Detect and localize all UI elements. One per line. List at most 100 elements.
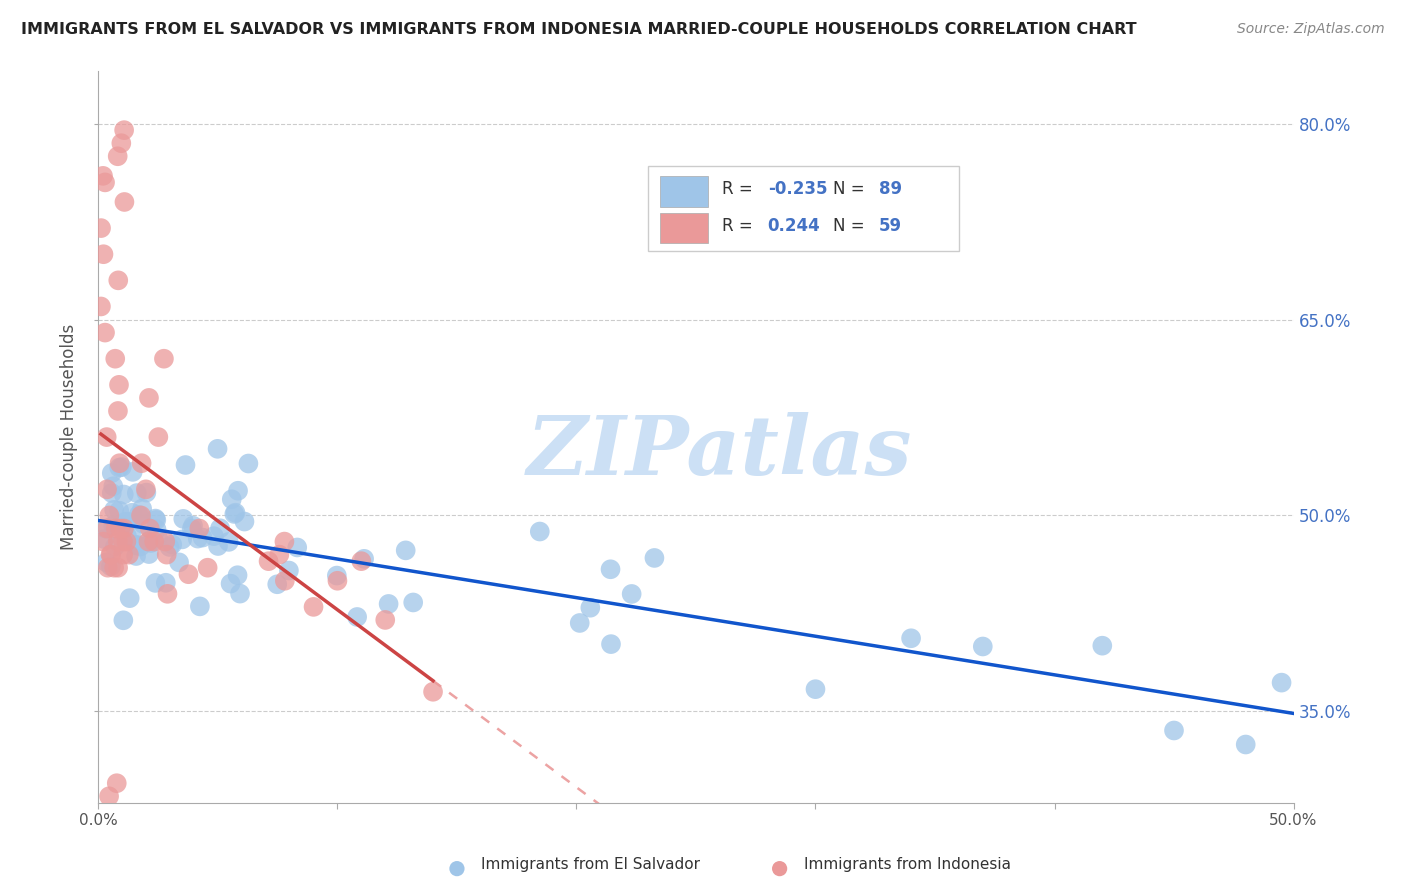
Point: [129, 540, 152, 554]
Point: [153, 351, 176, 366]
Text: 0.244: 0.244: [768, 217, 821, 235]
Point: [600, 637, 623, 651]
Point: [422, 685, 444, 699]
Point: [353, 551, 375, 566]
Point: [224, 507, 246, 521]
Point: [125, 538, 148, 552]
Point: [90, 300, 112, 314]
Point: [112, 548, 135, 562]
Point: [346, 610, 368, 624]
Point: [188, 599, 211, 614]
Point: [374, 613, 396, 627]
Point: [98, 508, 121, 523]
Point: [900, 632, 922, 646]
Point: [107, 149, 129, 163]
Point: [91, 169, 114, 183]
Point: [94, 175, 117, 189]
Point: [229, 586, 252, 600]
Point: [129, 508, 152, 523]
Point: [121, 526, 143, 541]
Point: [118, 591, 141, 606]
Point: [233, 515, 256, 529]
Point: [326, 568, 349, 582]
Point: [274, 574, 297, 588]
Point: [266, 577, 288, 591]
Text: Immigrants from El Salvador: Immigrants from El Salvador: [481, 857, 700, 872]
Point: [273, 534, 295, 549]
Point: [103, 518, 125, 533]
Point: [110, 136, 132, 151]
Text: R =: R =: [723, 217, 763, 235]
Text: 89: 89: [879, 180, 901, 198]
Point: [395, 543, 418, 558]
Point: [104, 540, 127, 554]
Point: [105, 776, 128, 790]
Point: [377, 597, 399, 611]
Point: [100, 548, 122, 562]
Point: [115, 529, 138, 543]
Point: [269, 548, 291, 562]
Text: IMMIGRANTS FROM EL SALVADOR VS IMMIGRANTS FROM INDONESIA MARRIED-COUPLE HOUSEHOL: IMMIGRANTS FROM EL SALVADOR VS IMMIGRANT…: [21, 22, 1136, 37]
Point: [93, 247, 115, 261]
Point: [156, 548, 179, 562]
Point: [94, 522, 117, 536]
Point: [159, 540, 181, 554]
Point: [148, 430, 170, 444]
Point: [188, 521, 211, 535]
Point: [226, 483, 249, 498]
Point: [104, 351, 127, 366]
Point: [90, 221, 112, 235]
Point: [135, 483, 157, 497]
FancyBboxPatch shape: [648, 167, 959, 251]
Point: [139, 536, 162, 550]
Point: [112, 123, 135, 137]
Point: [125, 486, 148, 500]
Point: [143, 534, 166, 549]
Point: [114, 515, 136, 529]
Point: [238, 457, 260, 471]
Point: [207, 442, 229, 456]
Point: [100, 486, 122, 500]
Point: [103, 479, 125, 493]
Point: [620, 587, 643, 601]
Point: [121, 465, 143, 479]
Point: [1091, 639, 1114, 653]
Point: [172, 533, 194, 547]
Point: [180, 522, 202, 536]
Point: [97, 560, 120, 574]
Point: [100, 559, 122, 574]
Point: [100, 548, 122, 562]
Point: [224, 506, 246, 520]
Point: [111, 534, 134, 549]
Point: [93, 532, 115, 546]
Point: [221, 492, 243, 507]
Point: [529, 524, 551, 539]
Point: [197, 560, 219, 574]
Point: [128, 508, 150, 522]
Point: [599, 562, 621, 576]
Point: [209, 521, 232, 535]
Text: ZIPatlas: ZIPatlas: [527, 412, 912, 491]
Point: [162, 537, 184, 551]
Point: [108, 377, 131, 392]
Point: [145, 513, 167, 527]
Point: [103, 503, 125, 517]
Point: [146, 532, 169, 546]
Point: [132, 516, 155, 531]
Point: [155, 575, 177, 590]
Point: [804, 682, 827, 697]
Point: [108, 460, 131, 475]
Point: [125, 549, 148, 563]
Point: [181, 518, 204, 533]
Point: [131, 456, 153, 470]
Point: [96, 430, 118, 444]
Point: [326, 574, 349, 588]
Point: [277, 564, 299, 578]
Point: [108, 456, 131, 470]
Point: [302, 599, 325, 614]
Point: [257, 554, 280, 568]
Point: [207, 539, 229, 553]
Point: [108, 518, 131, 533]
Text: Immigrants from Indonesia: Immigrants from Indonesia: [804, 857, 1011, 872]
Point: [98, 789, 121, 804]
